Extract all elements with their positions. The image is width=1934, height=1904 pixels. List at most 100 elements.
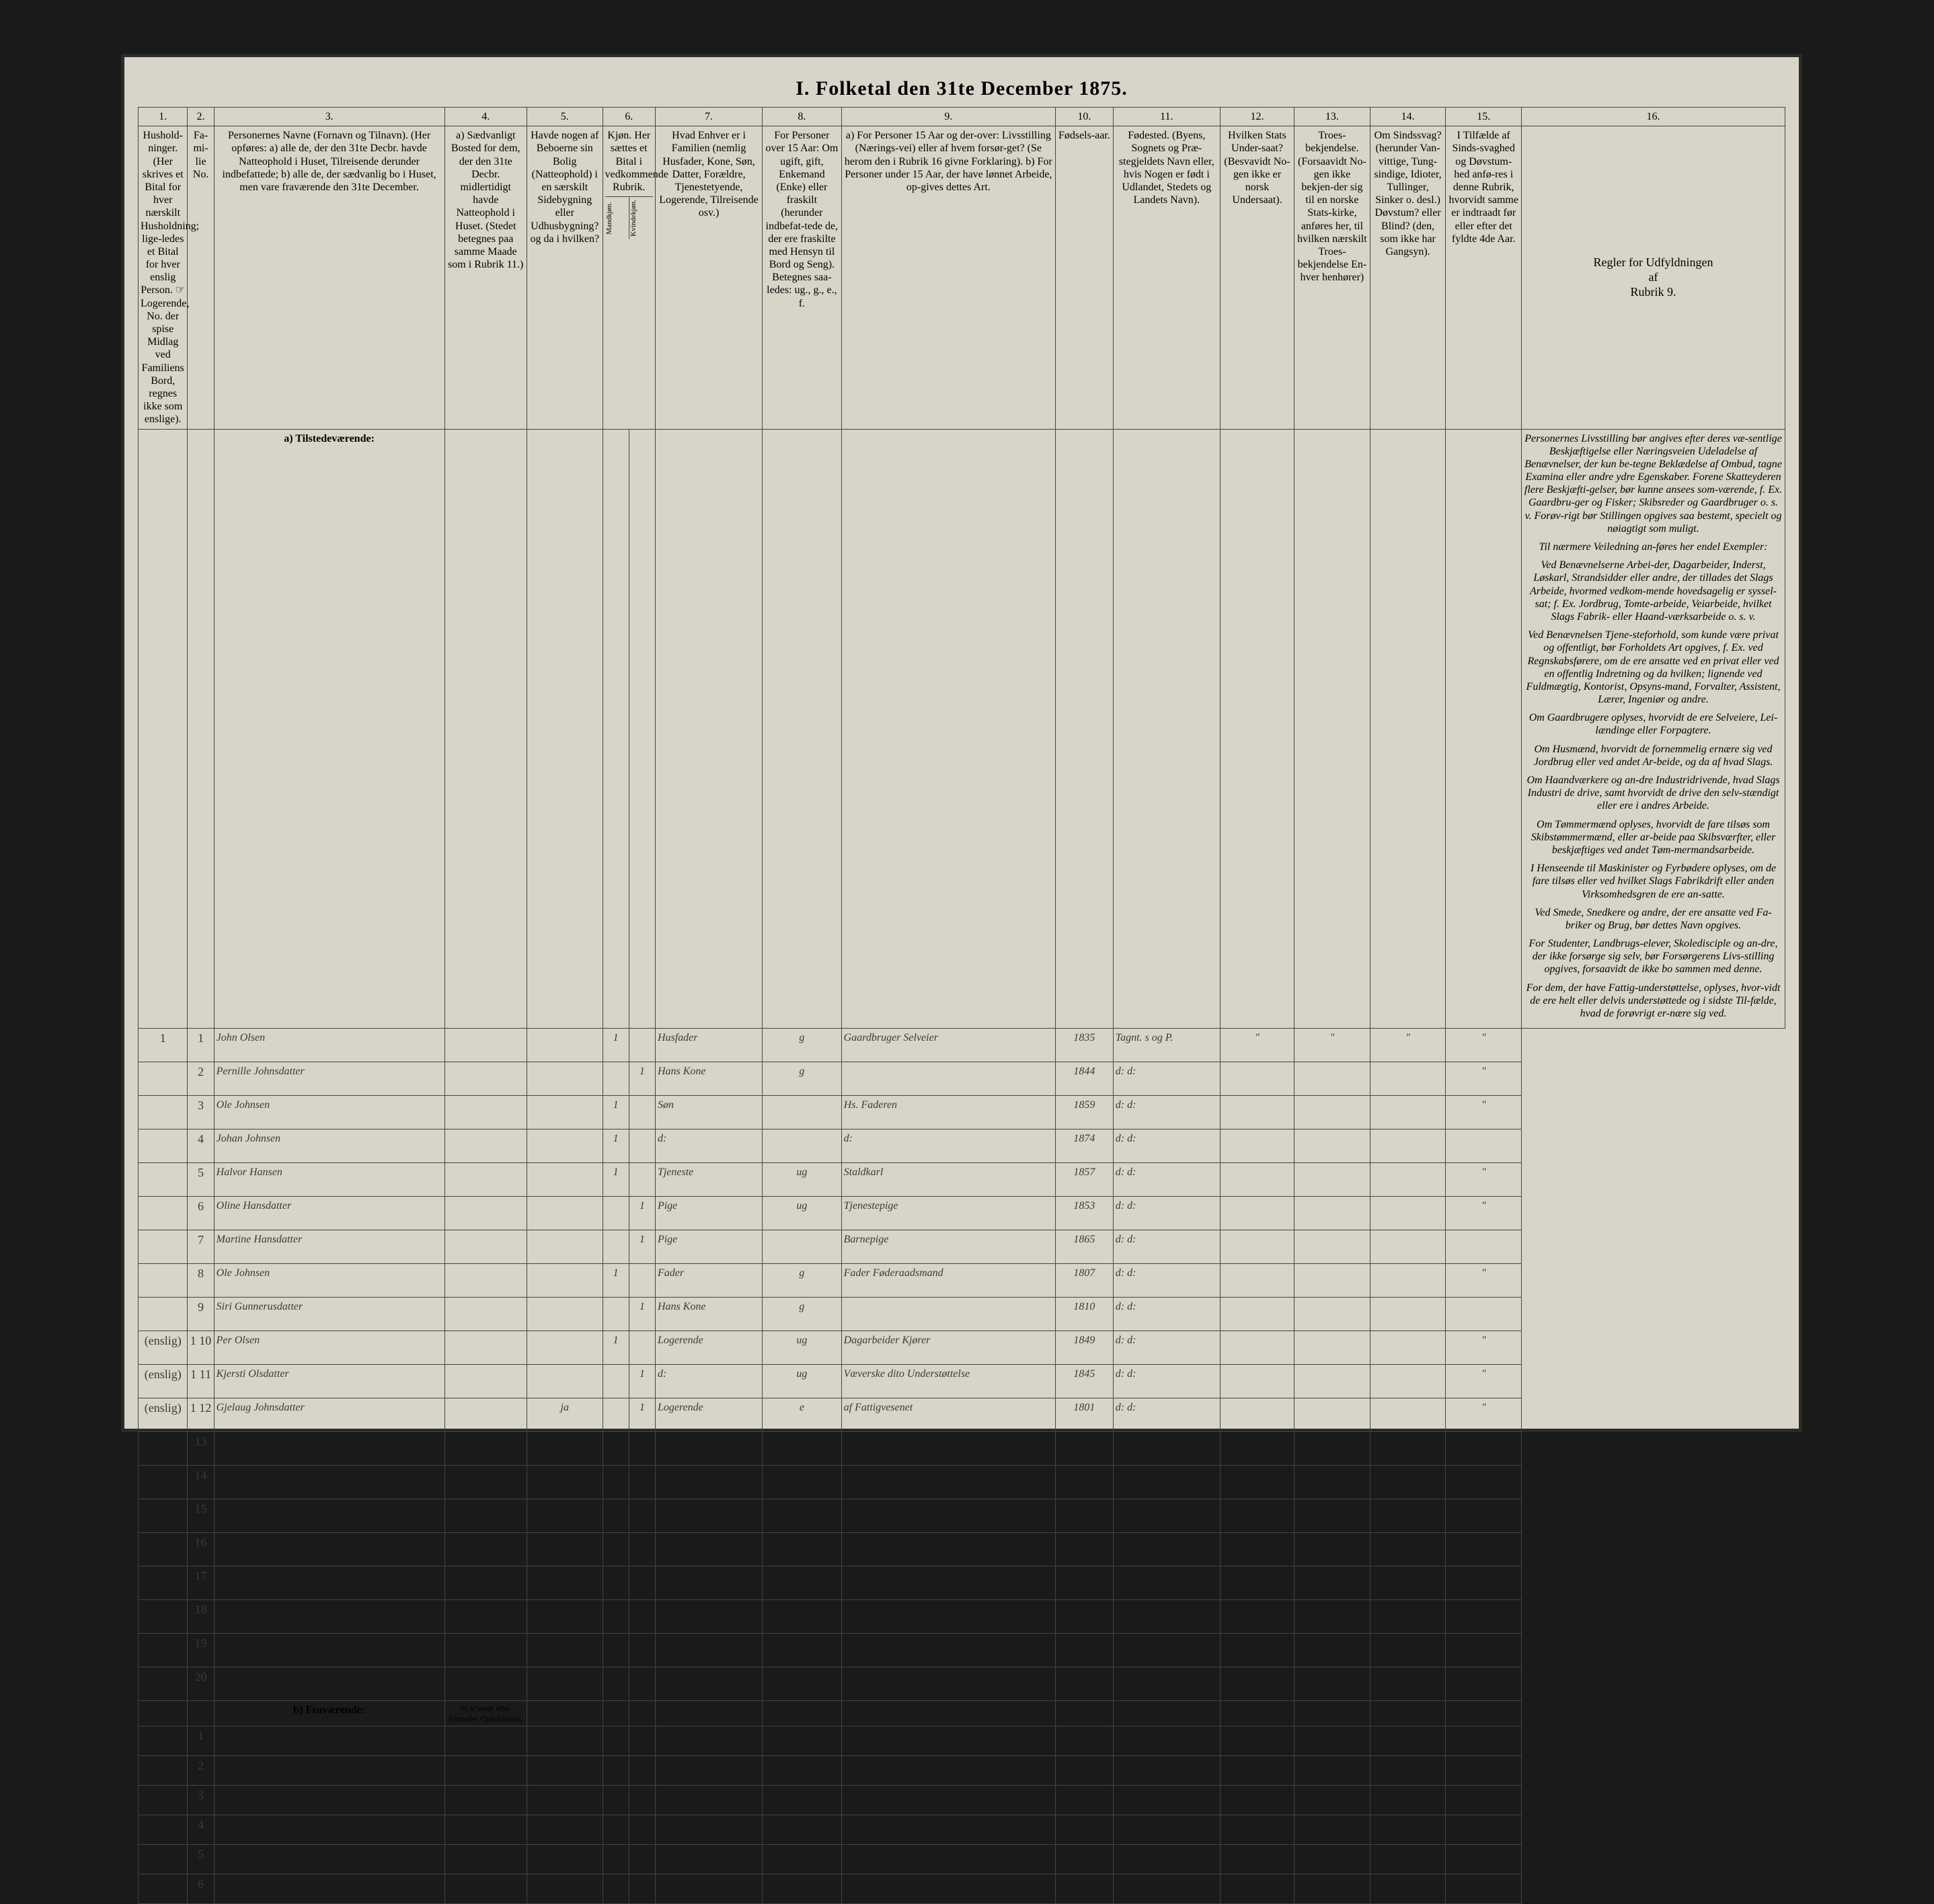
cell-bp: d: d: <box>1113 1197 1220 1230</box>
cell-bp: d: d: <box>1113 1062 1220 1096</box>
instr-p3: Ved Benævnelserne Arbei-der, Dagarbeider… <box>1524 559 1783 623</box>
table-row: 3Ole Johnsen1SønHs. Faderen1859d: d:" <box>139 1096 1785 1129</box>
cell-name: Halvor Hansen <box>214 1163 444 1197</box>
instr-p1: Personernes Livsstilling bør angives eft… <box>1524 432 1783 536</box>
cell-name: Pernille Johnsdatter <box>214 1062 444 1096</box>
cell-c14 <box>1370 1331 1446 1365</box>
cell-c12: " <box>1220 1029 1294 1062</box>
cell-fam: 1 11 <box>188 1365 214 1398</box>
cell-m <box>603 1230 629 1264</box>
cell-occ: Dagarbeider Kjører <box>841 1331 1055 1365</box>
hdr-16: Regler for Udfyldningen af Rubrik 9. <box>1522 126 1785 429</box>
section-a-row: a) Tilstedeværende: Personernes Livsstil… <box>139 429 1785 1029</box>
hdr-11: Fødested. (Byens, Sognets og Præ-stegjel… <box>1113 126 1220 429</box>
table-row-empty: 20 <box>139 1667 1785 1701</box>
colnum-11: 11. <box>1113 108 1220 126</box>
colnum-8: 8. <box>763 108 842 126</box>
cell-m: 1 <box>603 1029 629 1062</box>
cell-yr: 1844 <box>1056 1062 1114 1096</box>
section-a-label: a) Tilstedeværende: <box>214 429 444 1029</box>
cell-name: Siri Gunnerusdatter <box>214 1298 444 1331</box>
table-row: (enslig)1 10Per Olsen1LogerendeugDagarbe… <box>139 1331 1785 1365</box>
cell-c13 <box>1294 1264 1370 1298</box>
table-row: 2Pernille Johnsdatter1Hans Koneg1844d: d… <box>139 1062 1785 1096</box>
cell-c15 <box>1446 1230 1522 1264</box>
cell-rownum: 20 <box>188 1667 214 1701</box>
cell-c4 <box>444 1197 527 1230</box>
table-row-bottom: 4 <box>139 1815 1785 1844</box>
cell-k: 1 <box>629 1197 655 1230</box>
cell-rel: Fader <box>655 1264 762 1298</box>
cell-rownum: 5 <box>188 1844 214 1874</box>
cell-c15: " <box>1446 1197 1522 1230</box>
table-row-empty: 15 <box>139 1499 1785 1533</box>
table-row: 11John Olsen1HusfadergGaardbruger Selvei… <box>139 1029 1785 1062</box>
cell-c12 <box>1220 1398 1294 1432</box>
cell-c13 <box>1294 1331 1370 1365</box>
cell-c12 <box>1220 1163 1294 1197</box>
table-row: 8Ole Johnsen1FadergFader Føderaadsmand18… <box>139 1264 1785 1298</box>
cell-bp: d: d: <box>1113 1365 1220 1398</box>
cell-c13 <box>1294 1365 1370 1398</box>
cell-c15 <box>1446 1129 1522 1163</box>
cell-c14 <box>1370 1298 1446 1331</box>
cell-k <box>629 1264 655 1298</box>
cell-yr: 1810 <box>1056 1298 1114 1331</box>
table-row-empty: 16 <box>139 1533 1785 1566</box>
cell-hh: (enslig) <box>139 1331 188 1365</box>
cell-occ: af Fattigvesenet <box>841 1398 1055 1432</box>
cell-c12 <box>1220 1062 1294 1096</box>
table-row-bottom: 1 <box>139 1726 1785 1755</box>
cell-c14 <box>1370 1398 1446 1432</box>
cell-k <box>629 1129 655 1163</box>
cell-c13 <box>1294 1298 1370 1331</box>
cell-c5: ja <box>527 1398 603 1432</box>
cell-c15: " <box>1446 1264 1522 1298</box>
colnum-7: 7. <box>655 108 762 126</box>
cell-ms: g <box>763 1264 842 1298</box>
table-row-empty: 18 <box>139 1600 1785 1634</box>
cell-c4 <box>444 1365 527 1398</box>
cell-rownum: 2 <box>188 1755 214 1785</box>
cell-c5 <box>527 1197 603 1230</box>
cell-c12 <box>1220 1331 1294 1365</box>
cell-fam: 1 <box>188 1029 214 1062</box>
instr-p11: For Studenter, Landbrugs-elever, Skoledi… <box>1524 937 1783 976</box>
cell-c14: " <box>1370 1029 1446 1062</box>
section-b-sub: b) K'sendt eller formodet Opholdssted. <box>444 1701 527 1727</box>
cell-yr: 1857 <box>1056 1163 1114 1197</box>
document-page: I. Folketal den 31te December 1875. 1. 2… <box>121 54 1802 1432</box>
cell-c15: " <box>1446 1062 1522 1096</box>
cell-occ: Tjenestepige <box>841 1197 1055 1230</box>
colnum-16: 16. <box>1522 108 1785 126</box>
colnum-1: 1. <box>139 108 188 126</box>
cell-ms: ug <box>763 1197 842 1230</box>
colnum-9: 9. <box>841 108 1055 126</box>
cell-name: Ole Johnsen <box>214 1096 444 1129</box>
cell-c5 <box>527 1096 603 1129</box>
cell-c14 <box>1370 1129 1446 1163</box>
cell-bp: d: d: <box>1113 1096 1220 1129</box>
cell-hh: (enslig) <box>139 1365 188 1398</box>
cell-c4 <box>444 1298 527 1331</box>
cell-fam: 4 <box>188 1129 214 1163</box>
cell-ms: ug <box>763 1163 842 1197</box>
cell-c14 <box>1370 1230 1446 1264</box>
column-number-row: 1. 2. 3. 4. 5. 6. 7. 8. 9. 10. 11. 12. 1… <box>139 108 1785 126</box>
hdr-5: Havde nogen af Beboerne sin Bolig (Natte… <box>527 126 603 429</box>
cell-name: John Olsen <box>214 1029 444 1062</box>
hdr-15: I Tilfælde af Sinds-svaghed og Døvstum-h… <box>1446 126 1522 429</box>
cell-c14 <box>1370 1365 1446 1398</box>
cell-c13 <box>1294 1062 1370 1096</box>
cell-occ: Hs. Faderen <box>841 1096 1055 1129</box>
cell-name: Martine Hansdatter <box>214 1230 444 1264</box>
cell-yr: 1874 <box>1056 1129 1114 1163</box>
cell-c15: " <box>1446 1163 1522 1197</box>
colnum-12: 12. <box>1220 108 1294 126</box>
cell-hh: (enslig) <box>139 1398 188 1432</box>
cell-rownum: 14 <box>188 1466 214 1499</box>
cell-m <box>603 1298 629 1331</box>
cell-c14 <box>1370 1062 1446 1096</box>
cell-c4 <box>444 1062 527 1096</box>
cell-rel: Logerende <box>655 1331 762 1365</box>
